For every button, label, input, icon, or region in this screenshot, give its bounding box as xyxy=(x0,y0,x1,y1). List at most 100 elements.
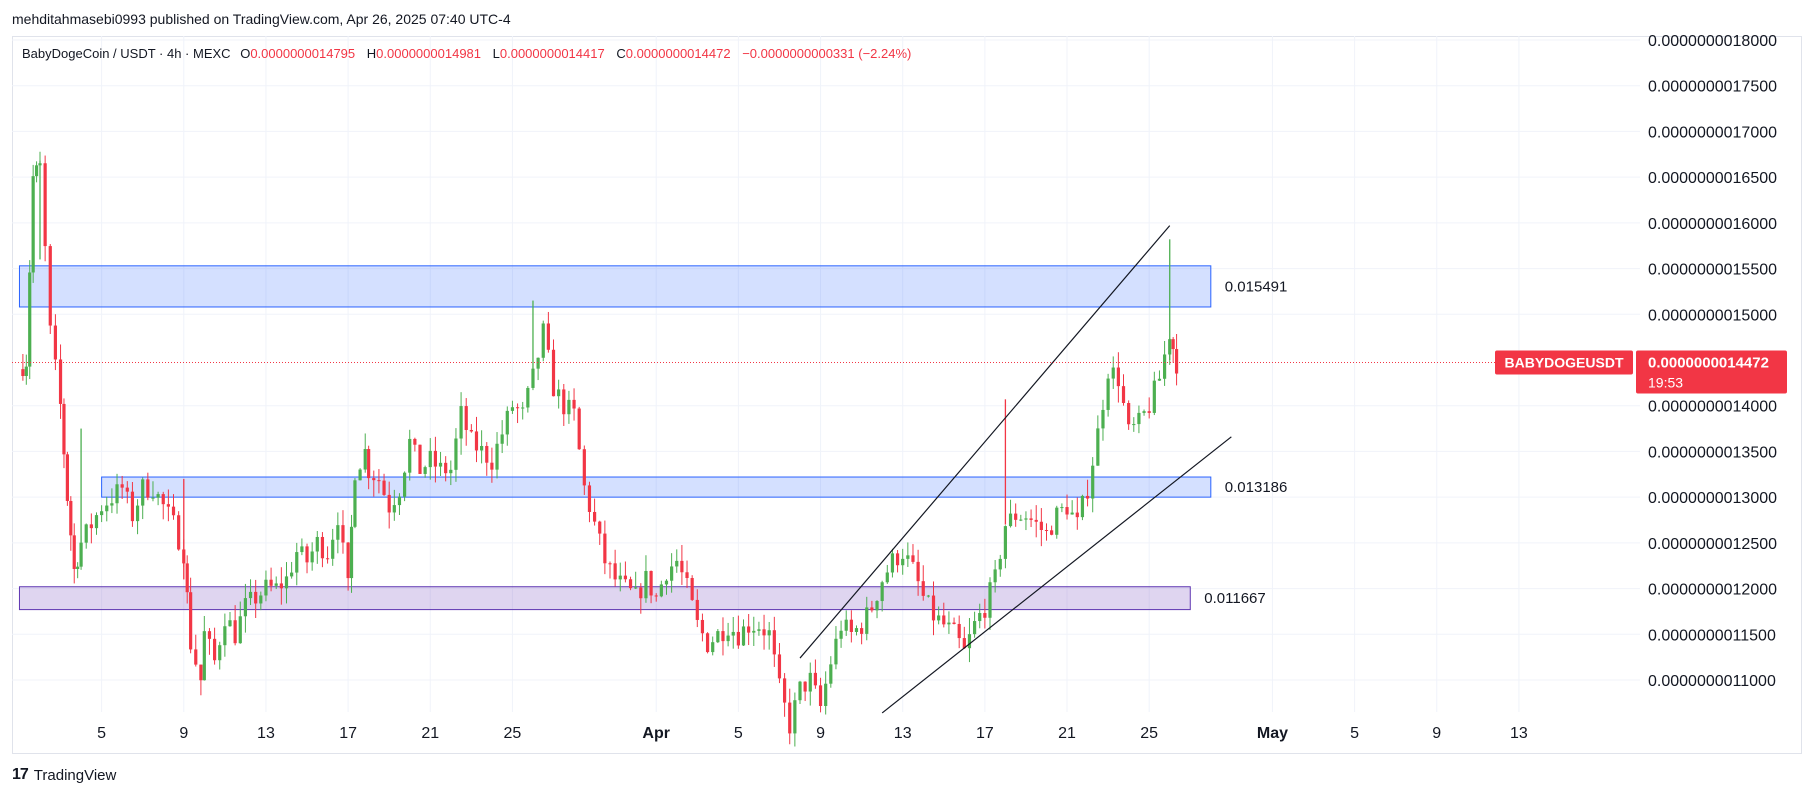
candle-body[interactable] xyxy=(634,587,638,589)
candle-body[interactable] xyxy=(654,595,658,597)
candle-body[interactable] xyxy=(62,403,66,455)
candle-body[interactable] xyxy=(978,613,982,622)
candle-body[interactable] xyxy=(382,480,386,495)
candle-body[interactable] xyxy=(161,494,165,505)
candle-body[interactable] xyxy=(536,357,540,369)
candle-body[interactable] xyxy=(557,389,561,397)
candle-body[interactable] xyxy=(921,581,925,596)
candle-body[interactable] xyxy=(353,480,357,527)
candle-body[interactable] xyxy=(69,500,73,536)
candle-body[interactable] xyxy=(1014,513,1018,520)
candle-body[interactable] xyxy=(372,478,376,481)
candle-body[interactable] xyxy=(53,325,58,360)
candle-body[interactable] xyxy=(58,359,63,404)
candle-body[interactable] xyxy=(1050,530,1054,535)
candle-body[interactable] xyxy=(587,485,592,512)
candle-body[interactable] xyxy=(649,570,653,596)
candle-body[interactable] xyxy=(413,438,417,445)
candle-body[interactable] xyxy=(860,628,864,634)
candle-body[interactable] xyxy=(228,620,232,627)
candle-body[interactable] xyxy=(202,631,206,681)
candle-body[interactable] xyxy=(1024,518,1028,520)
candle-body[interactable] xyxy=(84,524,88,543)
candle-body[interactable] xyxy=(423,467,427,474)
candle-body[interactable] xyxy=(269,579,273,586)
candle-body[interactable] xyxy=(639,587,643,599)
candle-body[interactable] xyxy=(644,570,648,599)
candle-body[interactable] xyxy=(690,578,694,600)
tradingview-logo[interactable]: 17 TradingView xyxy=(12,766,116,784)
candle-body[interactable] xyxy=(952,622,956,624)
candle-body[interactable] xyxy=(942,615,946,625)
candle-body[interactable] xyxy=(387,494,391,513)
candle-body[interactable] xyxy=(474,431,479,451)
candle-body[interactable] xyxy=(782,678,787,703)
candle-body[interactable] xyxy=(1157,378,1162,381)
candle-body[interactable] xyxy=(171,506,176,516)
candle-body[interactable] xyxy=(1096,428,1100,466)
candle-body[interactable] xyxy=(762,629,766,636)
candle-body[interactable] xyxy=(1106,378,1110,410)
candle-body[interactable] xyxy=(937,615,941,621)
candle-body[interactable] xyxy=(541,323,545,358)
candle-body[interactable] xyxy=(875,601,879,611)
candle-body[interactable] xyxy=(392,505,396,513)
candle-body[interactable] xyxy=(1029,518,1033,520)
candle-body[interactable] xyxy=(295,552,299,573)
candle-body[interactable] xyxy=(824,683,828,707)
candle-body[interactable] xyxy=(1142,411,1146,413)
candle-body[interactable] xyxy=(284,576,289,589)
candle-body[interactable] xyxy=(243,598,248,617)
candle-body[interactable] xyxy=(1044,530,1049,532)
candle-body[interactable] xyxy=(582,449,586,486)
candle-body[interactable] xyxy=(43,163,47,247)
candle-body[interactable] xyxy=(341,525,345,543)
candle-body[interactable] xyxy=(94,515,99,529)
candle-body[interactable] xyxy=(844,619,848,631)
candle-body[interactable] xyxy=(880,582,884,602)
zone-rect[interactable] xyxy=(18,586,1191,611)
candle-body[interactable] xyxy=(24,366,28,376)
candle-body[interactable] xyxy=(1111,367,1115,379)
candle-body[interactable] xyxy=(125,487,129,492)
candle-body[interactable] xyxy=(967,634,972,649)
candle-body[interactable] xyxy=(65,454,69,501)
candle-body[interactable] xyxy=(469,429,473,432)
candle-body[interactable] xyxy=(346,542,350,579)
candle-body[interactable] xyxy=(349,526,354,579)
candle-body[interactable] xyxy=(772,630,776,655)
candle-body[interactable] xyxy=(741,626,746,646)
candle-body[interactable] xyxy=(931,595,936,621)
candle-body[interactable] xyxy=(788,702,792,734)
candle-body[interactable] xyxy=(1034,519,1038,522)
candle-body[interactable] xyxy=(695,599,699,620)
candle-body[interactable] xyxy=(562,389,566,415)
candle-body[interactable] xyxy=(100,511,104,516)
candle-body[interactable] xyxy=(418,444,422,474)
candle-body[interactable] xyxy=(521,407,525,409)
candle-body[interactable] xyxy=(305,546,309,563)
candle-body[interactable] xyxy=(721,631,725,642)
candle-body[interactable] xyxy=(433,450,438,467)
candle-body[interactable] xyxy=(315,536,319,552)
candle-body[interactable] xyxy=(962,638,966,649)
candle-body[interactable] xyxy=(839,630,843,639)
candle-body[interactable] xyxy=(577,408,581,450)
symbol-label[interactable]: BabyDogeCoin / USDT · 4h · MEXC xyxy=(22,46,231,61)
candle-body[interactable] xyxy=(34,165,39,177)
candle-body[interactable] xyxy=(664,580,669,585)
candle-body[interactable] xyxy=(567,399,571,415)
candle-body[interactable] xyxy=(76,566,80,569)
candle-body[interactable] xyxy=(505,410,509,435)
candle-body[interactable] xyxy=(1137,412,1141,425)
candle-body[interactable] xyxy=(829,664,833,684)
candle-body[interactable] xyxy=(1003,526,1008,559)
candle-body[interactable] xyxy=(618,575,622,580)
candle-body[interactable] xyxy=(223,626,227,646)
candle-body[interactable] xyxy=(849,619,853,632)
candle-body[interactable] xyxy=(166,504,170,507)
candle-body[interactable] xyxy=(194,649,198,665)
candle-body[interactable] xyxy=(248,591,253,599)
candle-body[interactable] xyxy=(459,406,463,439)
candle-body[interactable] xyxy=(515,407,520,409)
